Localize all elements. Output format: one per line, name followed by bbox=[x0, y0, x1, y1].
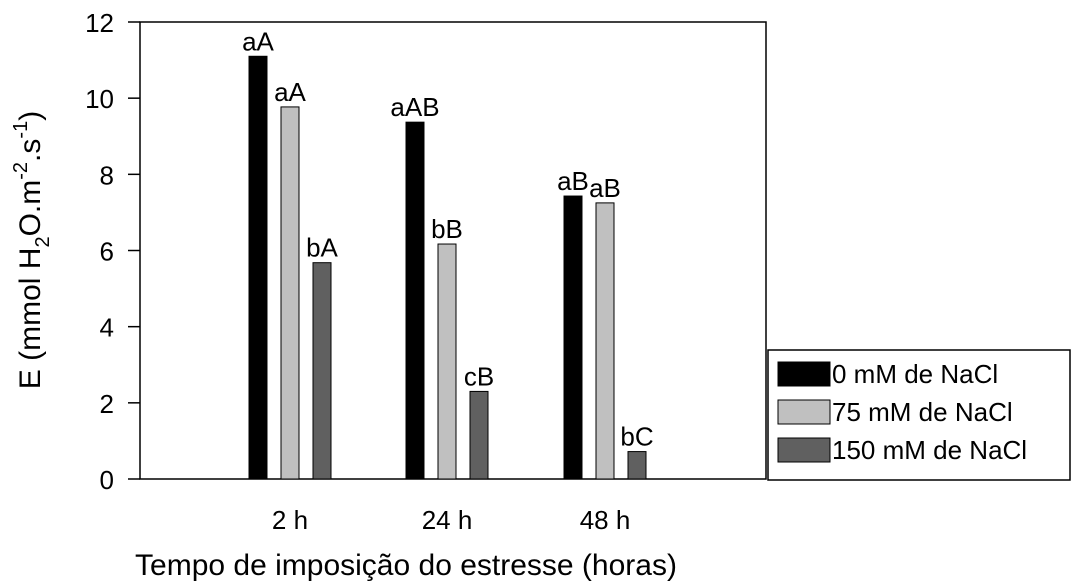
bar-data-label: aA bbox=[274, 77, 306, 107]
bar bbox=[405, 121, 425, 480]
bar-data-label: bC bbox=[620, 422, 653, 452]
x-axis-title: Tempo de imposição do estresse (horas) bbox=[135, 549, 677, 582]
y-tick-label: 6 bbox=[100, 237, 114, 267]
y-tick-label: 0 bbox=[100, 465, 114, 495]
legend-entry-label: 0 mM de NaCl bbox=[832, 359, 998, 389]
bar bbox=[280, 106, 300, 480]
legend-swatch bbox=[777, 399, 831, 425]
legend: 0 mM de NaCl 75 mM de NaCl 150 mM de NaCl bbox=[767, 349, 1071, 481]
bar-data-label: aB bbox=[557, 166, 589, 196]
bar-data-label: aB bbox=[589, 173, 621, 203]
bar bbox=[595, 202, 615, 480]
bar bbox=[437, 243, 457, 480]
legend-swatch bbox=[777, 361, 831, 387]
y-tick-label: 8 bbox=[100, 160, 114, 190]
bar bbox=[469, 390, 489, 480]
x-tick-label: 2 h bbox=[272, 505, 308, 535]
bar bbox=[627, 451, 647, 480]
y-tick-label: 12 bbox=[85, 8, 114, 38]
x-tick-label: 24 h bbox=[422, 505, 473, 535]
x-tick-label: 48 h bbox=[580, 505, 631, 535]
bar-data-label: aAB bbox=[390, 92, 439, 122]
bar-data-label: cB bbox=[464, 361, 494, 391]
legend-entry-label: 75 mM de NaCl bbox=[832, 397, 1013, 427]
bar bbox=[312, 262, 332, 480]
ticks: 0 2 4 6 8 10 12 2 h 24 h 48 h bbox=[85, 8, 630, 535]
legend-swatch bbox=[777, 437, 831, 463]
bar-data-label: bA bbox=[306, 233, 338, 263]
bar bbox=[248, 55, 268, 480]
y-tick-label: 4 bbox=[100, 313, 114, 343]
bar bbox=[563, 195, 583, 480]
y-tick-label: 2 bbox=[100, 389, 114, 419]
y-tick-label: 10 bbox=[85, 84, 114, 114]
legend-entry-label: 150 mM de NaCl bbox=[832, 435, 1027, 465]
bars bbox=[248, 55, 647, 480]
bar-data-label: aA bbox=[242, 26, 274, 56]
y-axis-title: E (mmol H2O.m-2.s-1) bbox=[10, 111, 54, 389]
bar-data-label: bB bbox=[431, 214, 463, 244]
